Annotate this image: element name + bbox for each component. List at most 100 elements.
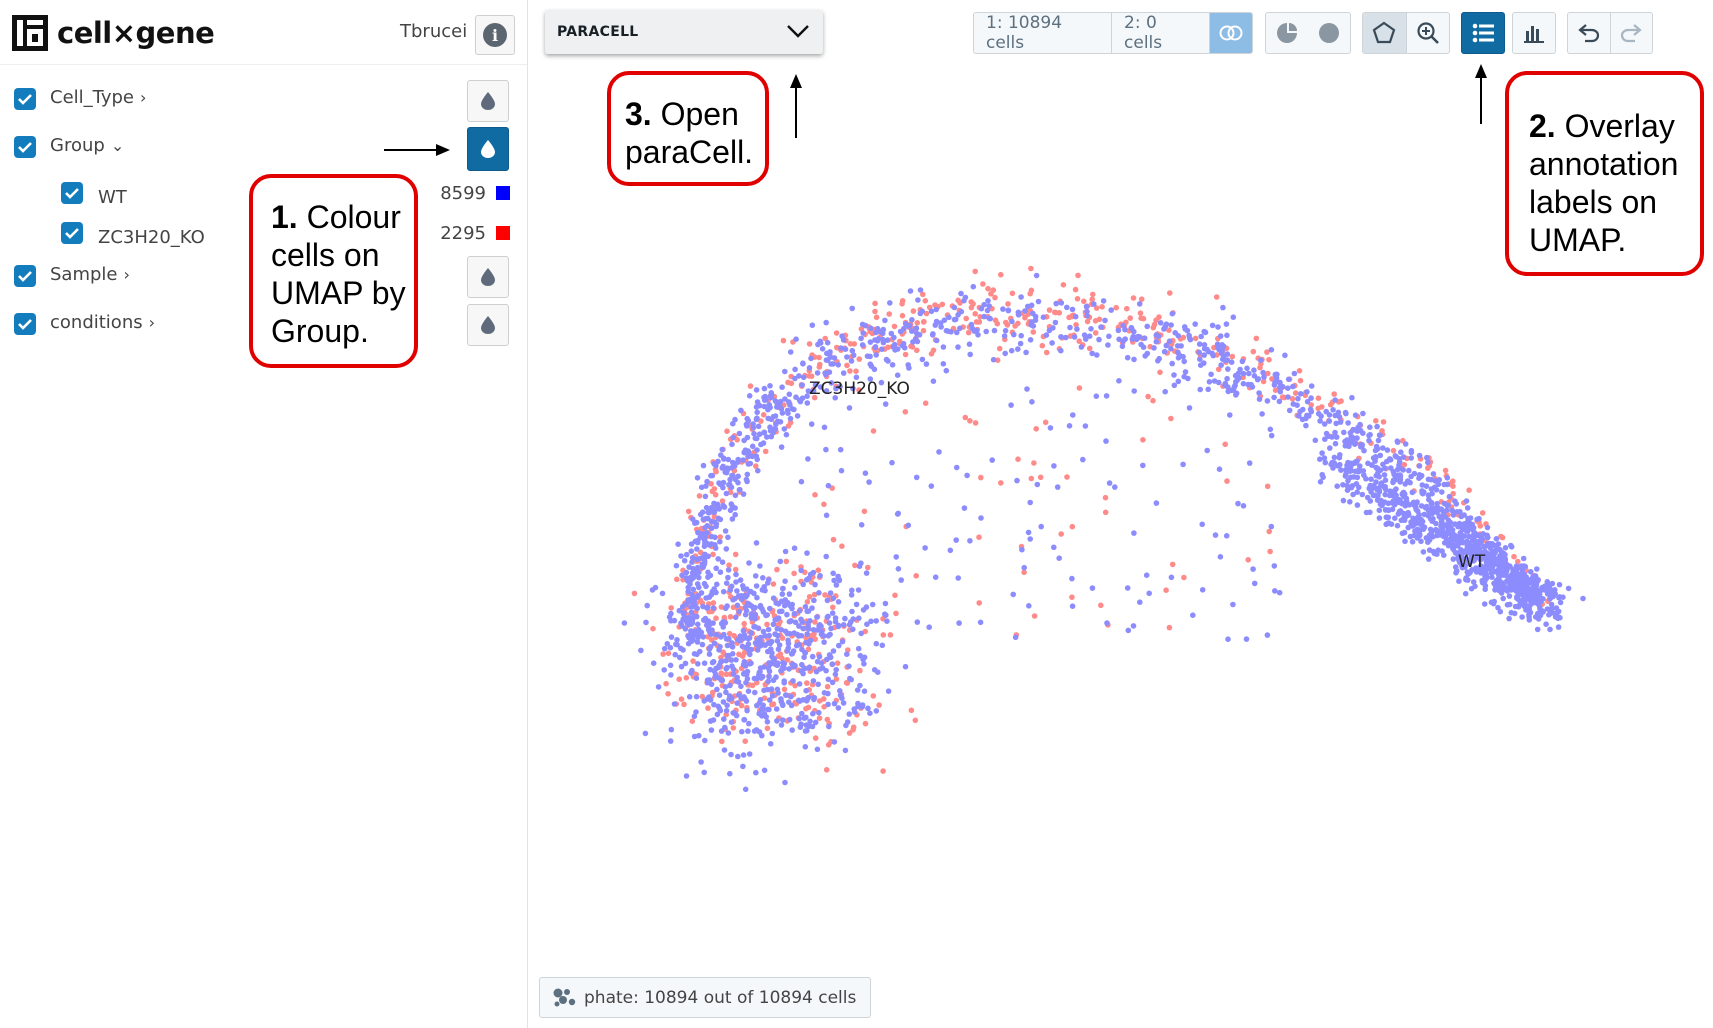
ko-cell-point: [699, 693, 706, 700]
wt-cell-point: [1243, 636, 1250, 642]
wt-cell-point: [698, 629, 705, 636]
wt-cell-point: [1047, 425, 1054, 431]
wt-cell-point: [1344, 482, 1350, 489]
category-conditions[interactable]: conditions ›: [50, 312, 155, 333]
wt-cell-point: [693, 693, 700, 700]
wt-cell-point: [1239, 358, 1246, 365]
wt-cell-point: [752, 611, 759, 618]
wt-cell-point: [679, 603, 686, 610]
embedding-select[interactable]: PARACELL: [545, 10, 823, 54]
umap-plot[interactable]: ZC3H20_KO WT: [528, 60, 1708, 965]
wt-cell-point: [1493, 536, 1500, 542]
wt-cell-point: [940, 344, 947, 350]
checkbox-wt[interactable]: [61, 182, 83, 204]
undo-button[interactable]: [1568, 13, 1610, 53]
checkbox-ko[interactable]: [61, 222, 83, 244]
value-label-wt[interactable]: WT: [98, 187, 127, 208]
cell-set-1-button[interactable]: 1: 10894 cells: [986, 13, 1063, 53]
wt-cell-point: [1470, 579, 1477, 585]
cell-set-2-button[interactable]: 2: 0 cells: [1111, 13, 1209, 53]
ko-cell-point: [1081, 298, 1087, 305]
ko-cell-point: [908, 707, 915, 714]
wt-cell-point: [1443, 536, 1450, 542]
ko-cell-point: [962, 414, 969, 421]
zoom-button[interactable]: [1405, 13, 1449, 53]
ko-cell-point: [678, 696, 685, 702]
overlay-labels-button[interactable]: [1461, 12, 1505, 54]
ko-cell-point: [710, 600, 717, 606]
wt-cell-point: [717, 516, 724, 523]
wt-cell-point: [823, 388, 830, 394]
ko-cell-point: [1138, 296, 1145, 303]
checkbox-conditions[interactable]: [14, 313, 36, 335]
lasso-button[interactable]: [1363, 13, 1406, 53]
wt-cell-point: [772, 661, 778, 667]
wt-cell-point: [1425, 492, 1432, 499]
wt-cell-point: [1192, 321, 1198, 327]
intersection-button[interactable]: [1209, 13, 1252, 53]
circle-button[interactable]: [1308, 13, 1350, 53]
wt-cell-point: [732, 595, 738, 602]
color-by-sample-button[interactable]: [467, 256, 509, 298]
category-cell-type[interactable]: Cell_Type ›: [50, 87, 146, 108]
wt-cell-point: [1083, 303, 1090, 310]
ko-cell-point: [705, 705, 711, 711]
wt-cell-point: [1225, 636, 1231, 642]
wt-cell-point: [1102, 317, 1108, 324]
redo-button[interactable]: [1609, 13, 1652, 53]
info-button[interactable]: i: [475, 15, 515, 55]
color-by-cell-type-button[interactable]: [467, 80, 509, 122]
wt-cell-point: [1468, 553, 1474, 560]
wt-cell-point: [810, 569, 817, 576]
wt-cell-point: [1494, 546, 1500, 553]
value-label-ko[interactable]: ZC3H20_KO: [98, 227, 205, 248]
checkbox-group[interactable]: [14, 136, 36, 158]
wt-cell-point: [726, 482, 732, 488]
wt-cell-point: [1548, 607, 1555, 613]
wt-cell-point: [854, 687, 861, 693]
ko-cell-point: [770, 581, 777, 587]
wt-cell-point: [1416, 452, 1423, 459]
wt-cell-point: [718, 658, 725, 664]
wt-cell-point: [825, 676, 832, 683]
wt-cell-point: [1421, 489, 1427, 495]
wt-cell-point: [722, 684, 729, 690]
wt-cell-point: [720, 618, 726, 625]
ko-cell-point: [1168, 415, 1174, 422]
ko-cell-point: [1060, 282, 1067, 288]
wt-cell-point: [865, 705, 871, 712]
ko-cell-point: [932, 302, 938, 308]
wt-cell-point: [909, 317, 915, 323]
color-by-conditions-button[interactable]: [467, 304, 509, 346]
wt-cell-point: [1175, 333, 1182, 339]
value-count-ko: 2295: [440, 223, 486, 244]
color-by-group-button[interactable]: [467, 127, 509, 171]
wt-cell-point: [1377, 432, 1383, 439]
wt-cell-point: [867, 710, 873, 716]
histogram-button[interactable]: [1512, 12, 1556, 54]
wt-cell-point: [1246, 370, 1252, 377]
pie-button[interactable]: [1266, 13, 1308, 53]
embedding-status-text: phate: 10894 out of 10894 cells: [584, 987, 857, 1008]
wt-cell-point: [1318, 413, 1324, 419]
wt-cell-point: [776, 642, 783, 648]
wt-cell-point: [1457, 508, 1463, 515]
wt-cell-point: [781, 678, 787, 684]
wt-cell-point: [1497, 586, 1504, 592]
category-sample[interactable]: Sample ›: [50, 264, 130, 285]
wt-cell-point: [802, 649, 808, 656]
ko-cell-point: [650, 625, 656, 632]
wt-cell-point: [873, 708, 880, 714]
wt-cell-point: [1038, 523, 1044, 530]
category-group[interactable]: Group ⌄: [50, 135, 124, 156]
wt-cell-point: [1106, 333, 1112, 340]
wt-cell-point: [1217, 554, 1224, 560]
checkbox-cell-type[interactable]: [14, 88, 36, 110]
wt-cell-point: [1196, 341, 1203, 347]
wt-cell-point: [762, 587, 768, 594]
wt-cell-point: [893, 554, 899, 560]
wt-cell-point: [683, 773, 690, 779]
wt-cell-point: [745, 688, 752, 694]
checkbox-sample[interactable]: [14, 265, 36, 287]
wt-cell-point: [708, 472, 714, 479]
